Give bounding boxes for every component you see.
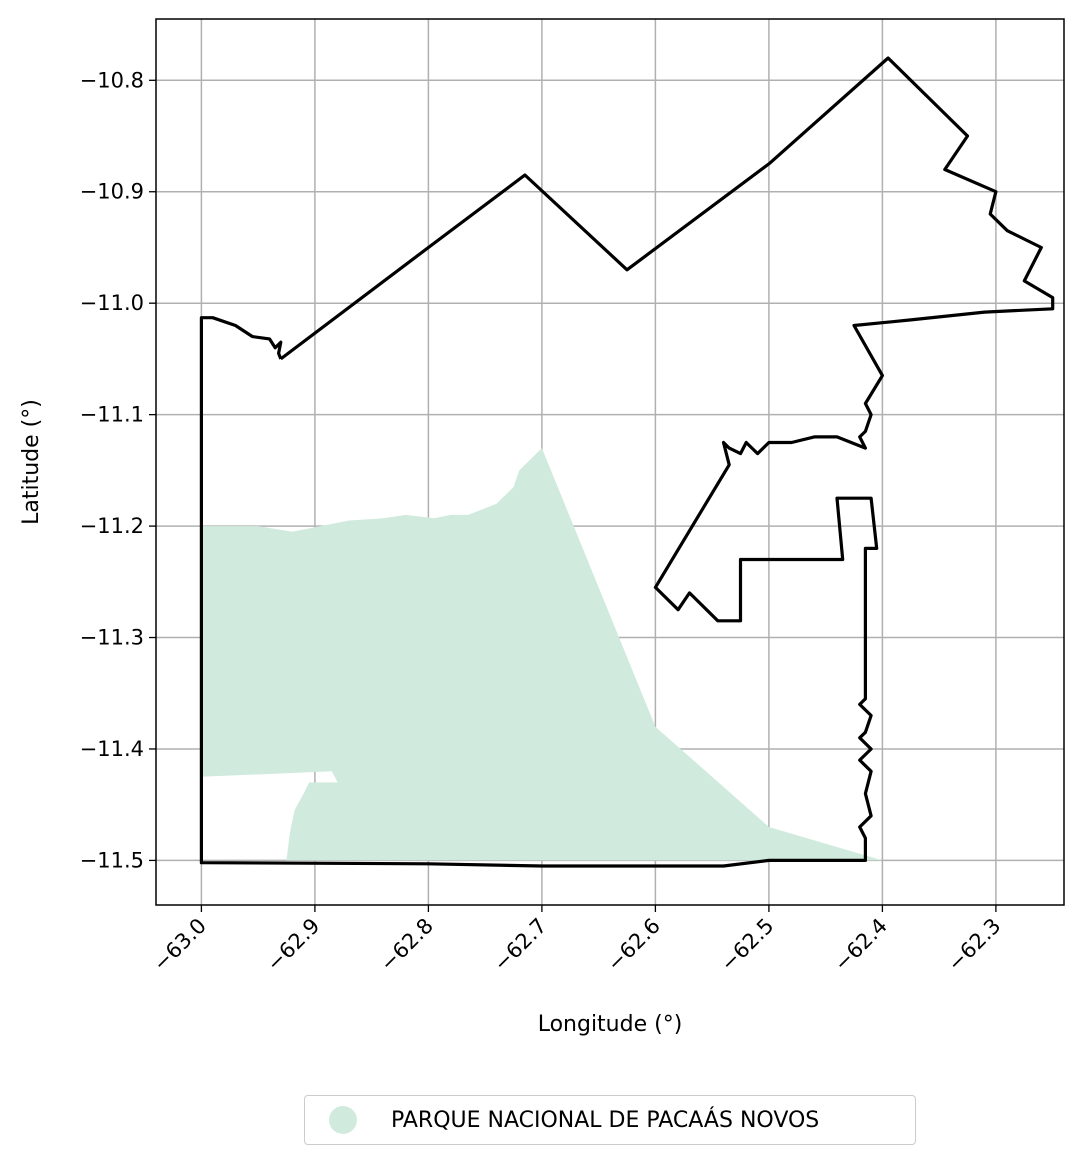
y-tick-label: −11.2 xyxy=(80,514,144,538)
x-axis-label: Longitude (°) xyxy=(538,1012,683,1037)
y-tick-label: −10.8 xyxy=(80,68,144,92)
y-tick-label: −11.1 xyxy=(80,403,144,427)
park-area-pacaas-novos xyxy=(201,448,883,861)
legend-label: PARQUE NACIONAL DE PACAÁS NOVOS xyxy=(391,1107,820,1133)
y-axis-label: Latitude (°) xyxy=(19,399,44,525)
y-tick-label: −11.4 xyxy=(80,737,144,761)
legend: PARQUE NACIONAL DE PACAÁS NOVOS xyxy=(304,1095,916,1145)
boundary-outline xyxy=(199,56,1055,868)
y-tick-label: −11.0 xyxy=(80,291,144,315)
y-tick-label: −10.9 xyxy=(80,180,144,204)
legend-marker-pacaas-novos xyxy=(329,1106,357,1134)
y-tick-label: −11.3 xyxy=(80,626,144,650)
plot-frame xyxy=(155,18,1065,906)
y-tick-label: −11.5 xyxy=(80,848,144,872)
map-layers xyxy=(199,56,1055,868)
